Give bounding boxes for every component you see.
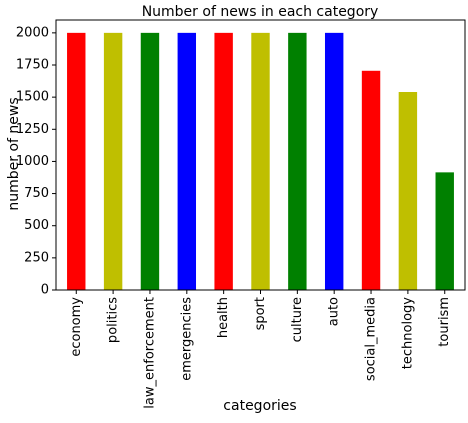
plot-frame — [55, 19, 466, 291]
y-tick-label: 500 — [24, 218, 49, 233]
y-axis-label: number of news — [6, 97, 22, 210]
bar-social_media — [361, 70, 381, 290]
x-tick-label: social_media — [364, 297, 379, 381]
bar-auto — [324, 32, 344, 291]
bar-economy — [67, 32, 86, 291]
x-ticks-group: economy politics law_enforcement emergencie… — [69, 290, 452, 409]
bar-sport — [251, 32, 270, 291]
x-tick-label: culture — [290, 297, 305, 342]
y-tick-label: 1500 — [16, 90, 49, 105]
x-tick-label: health — [216, 297, 231, 338]
y-tick-label: 1750 — [16, 58, 49, 73]
x-tick-label: emergencies — [179, 297, 194, 381]
y-tick-label: 1250 — [16, 122, 49, 137]
y-tick-label: 1000 — [16, 154, 49, 169]
x-tick-label: technology — [400, 297, 415, 369]
y-tick-label: 0 — [41, 283, 49, 298]
chart-title: Number of news in each category — [142, 4, 379, 20]
x-tick-label: tourism — [437, 297, 452, 347]
bar-politics — [103, 32, 123, 291]
bar-technology — [398, 92, 418, 290]
x-tick-label: auto — [327, 297, 342, 326]
y-tick-label: 250 — [24, 250, 49, 265]
bar-health — [214, 32, 233, 291]
bar-tourism — [435, 172, 454, 290]
y-ticks-group: 0 250 500 750 1000 1250 1500 1750 2000 — [16, 25, 56, 298]
y-tick-label: 2000 — [16, 25, 49, 40]
bar-emergencies — [177, 32, 197, 291]
x-tick-label: sport — [253, 297, 268, 330]
bar-law_enforcement — [140, 32, 160, 291]
x-axis-label: categories — [223, 398, 296, 414]
x-tick-label: politics — [106, 297, 121, 343]
x-tick-label: law_enforcement — [142, 297, 157, 409]
x-tick-label: economy — [69, 297, 84, 357]
bars-group — [67, 32, 454, 291]
bar-culture — [288, 32, 307, 291]
y-tick-label: 750 — [24, 186, 49, 201]
